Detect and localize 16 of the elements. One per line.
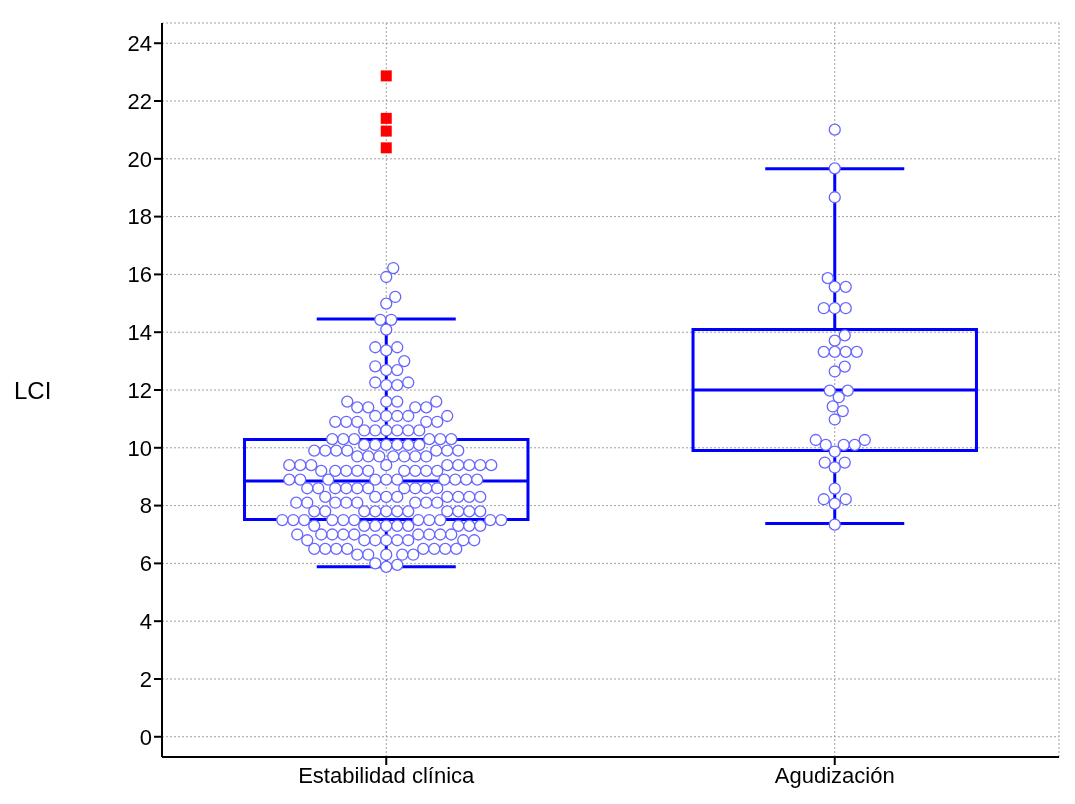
y-tick-label: 6 xyxy=(139,551,152,577)
y-tick-label: 24 xyxy=(127,31,152,57)
y-tick-label: 10 xyxy=(127,435,152,461)
x-tick-label: Estabilidad clínica xyxy=(298,762,476,788)
y-tick-label: 14 xyxy=(127,320,152,346)
x-tick-label: Agudización xyxy=(774,762,895,788)
y-tick-label: 8 xyxy=(139,493,152,519)
y-tick-label: 22 xyxy=(127,88,152,114)
y-tick-label: 2 xyxy=(139,666,152,692)
y-tick-label: 4 xyxy=(139,608,152,634)
y-tick-label: 18 xyxy=(127,204,152,230)
y-tick-label: 0 xyxy=(139,724,152,750)
y-tick-label: 12 xyxy=(127,377,152,403)
y-tick-label: 16 xyxy=(127,262,152,288)
y-axis-title: LCI xyxy=(14,376,52,404)
y-tick-label: 20 xyxy=(127,146,152,172)
